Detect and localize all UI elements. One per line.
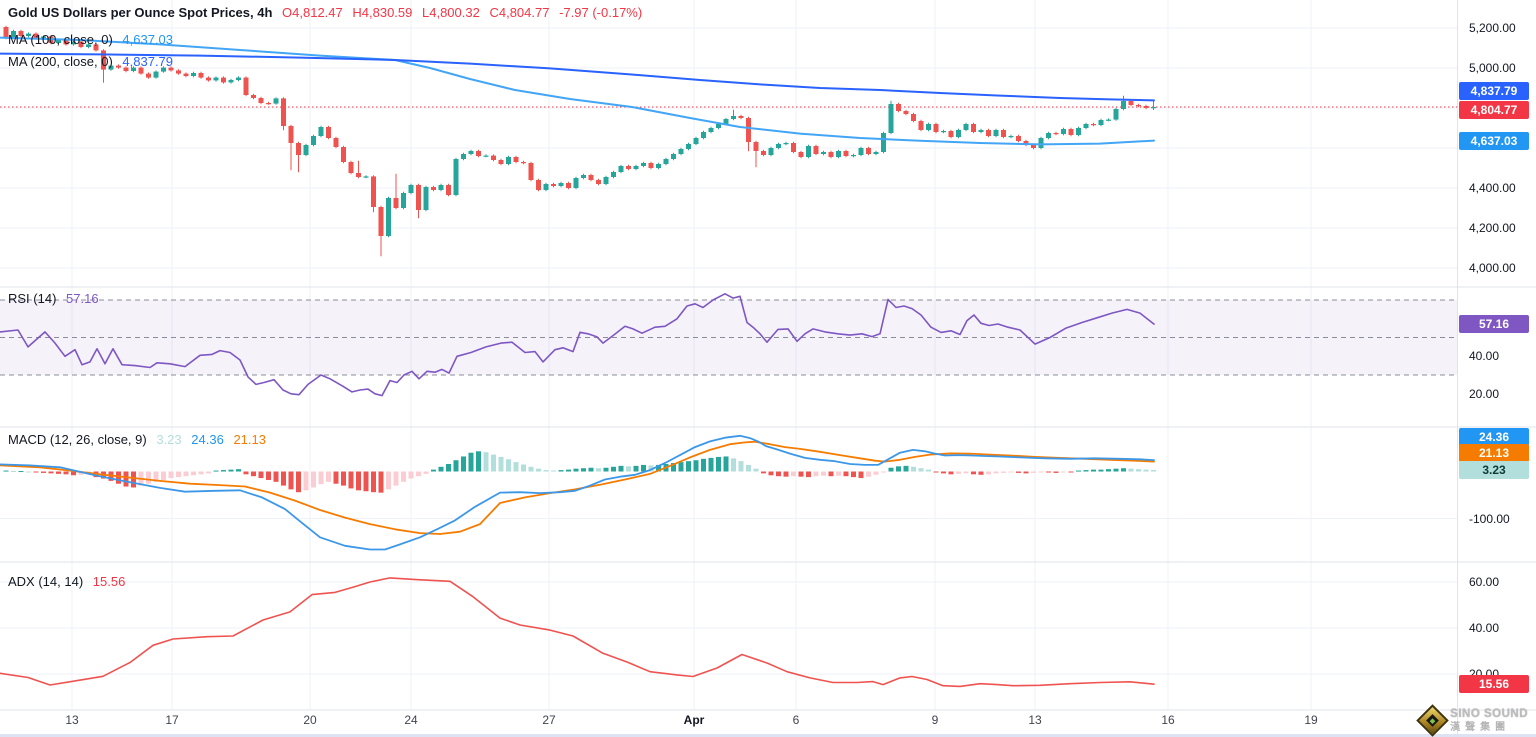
- time-axis-label: 13: [1028, 713, 1042, 727]
- symbol-legend[interactable]: Gold US Dollars per Ounce Spot Prices, 4…: [8, 5, 648, 20]
- macd-hist-value: 3.23: [156, 432, 182, 447]
- adx-legend[interactable]: ADX (14, 14) 15.56: [8, 574, 131, 589]
- ma100-value: 4,637.03: [122, 32, 174, 47]
- adx-axis-label: 40.00: [1469, 621, 1500, 635]
- adx-axis-badge: 15.56: [1459, 675, 1529, 694]
- price-axis-badge: 4,804.77: [1459, 101, 1529, 119]
- rsi-axis-badge: 57.16: [1459, 315, 1529, 334]
- ohlc-close: C4,804.77: [489, 5, 550, 20]
- rsi-value: 57.16: [66, 291, 99, 306]
- ma200-legend[interactable]: MA (200, close, 0) 4,837.79: [8, 54, 179, 69]
- rsi-axis-label: 20.00: [1469, 386, 1500, 401]
- macd-axis-badge: 21.13: [1459, 444, 1529, 462]
- bottom-scroll-strip: [0, 734, 1536, 737]
- ohlc-high: H4,830.59: [352, 5, 413, 20]
- time-axis[interactable]: [0, 710, 1457, 737]
- macd-legend[interactable]: MACD (12, 26, close, 9) 3.23 24.36 21.13: [8, 432, 272, 447]
- adx-label: ADX (14, 14): [8, 574, 84, 589]
- price-axis-label: 5,200.00: [1469, 21, 1516, 35]
- macd-label: MACD (12, 26, close, 9): [8, 432, 147, 447]
- time-axis-label: 27: [542, 713, 556, 727]
- time-axis-label: 19: [1304, 713, 1318, 727]
- price-axis-label: 5,000.00: [1469, 61, 1516, 75]
- time-axis-label: 20: [303, 713, 317, 727]
- ma100-legend[interactable]: MA (100, close, 0) 4,637.03: [8, 32, 179, 47]
- time-axis-label: 13: [65, 713, 79, 727]
- sino-sound-diamond-icon: [1416, 704, 1449, 737]
- watermark-logo: SINO SOUND 漢聲集團: [1416, 704, 1528, 737]
- macd-axis-badge: 3.23: [1459, 461, 1529, 479]
- ohlc-open: O4,812.47: [282, 5, 343, 20]
- macd-signal-value: 21.13: [233, 432, 266, 447]
- ma100-label: MA (100, close, 0): [8, 32, 113, 47]
- ohlc-low: L4,800.32: [422, 5, 480, 20]
- time-axis-label: Apr: [683, 713, 705, 727]
- adx-axis-label: 60.00: [1469, 575, 1500, 589]
- adx-value: 15.56: [92, 574, 126, 589]
- watermark-title: SINO SOUND: [1450, 708, 1528, 721]
- time-axis-label: 16: [1161, 713, 1175, 727]
- symbol-title: Gold US Dollars per Ounce Spot Prices, 4…: [8, 5, 273, 20]
- price-axis-label: 4,400.00: [1469, 181, 1516, 195]
- ma200-label: MA (200, close, 0): [8, 54, 113, 69]
- ma200-value: 4,837.79: [122, 54, 174, 69]
- price-axis-label: 4,000.00: [1469, 261, 1516, 275]
- rsi-legend[interactable]: RSI (14) 57.16: [8, 291, 105, 306]
- macd-line-value: 24.36: [191, 432, 224, 447]
- macd-axis-badge: 24.36: [1459, 428, 1529, 446]
- price-axis-label: 4,200.00: [1469, 221, 1516, 235]
- time-axis-label: 24: [404, 713, 418, 727]
- rsi-label: RSI (14): [8, 291, 57, 306]
- price-axis-badge: 4,837.79: [1459, 82, 1529, 100]
- price-change: -7.97 (-0.17%): [559, 5, 643, 20]
- time-axis-label: 17: [165, 713, 179, 727]
- price-axis-badge: 4,637.03: [1459, 132, 1529, 150]
- time-axis-label: 6: [792, 713, 800, 727]
- macd-axis-label: -100.00: [1469, 511, 1510, 526]
- rsi-axis-label: 40.00: [1469, 349, 1500, 364]
- watermark-subtitle: 漢聲集團: [1450, 721, 1511, 733]
- time-axis-label: 9: [931, 713, 939, 727]
